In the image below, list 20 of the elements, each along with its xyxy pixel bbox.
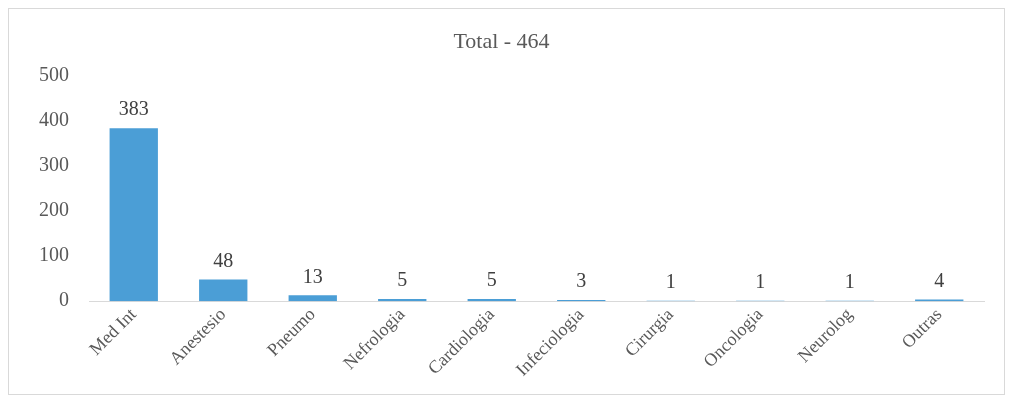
- chart-title: Total - 464: [453, 27, 550, 53]
- y-tick-label: 100: [39, 243, 69, 266]
- data-label: 5: [486, 268, 497, 291]
- y-tick-label: 0: [59, 288, 69, 311]
- data-label: 1: [665, 270, 676, 293]
- data-label: 1: [755, 270, 766, 293]
- data-label: 5: [397, 268, 408, 291]
- data-label: 13: [302, 264, 323, 287]
- bar: [109, 128, 158, 302]
- data-label: 383: [118, 97, 149, 120]
- y-tick-label: 500: [39, 62, 69, 85]
- data-label: 3: [576, 269, 587, 292]
- data-label: 4: [934, 268, 945, 291]
- data-label: 48: [213, 248, 234, 271]
- bar: [199, 279, 248, 302]
- bar: [288, 295, 337, 302]
- y-tick-label: 300: [39, 152, 69, 175]
- y-tick-label: 200: [39, 198, 69, 221]
- data-label: 1: [844, 270, 855, 293]
- y-tick-label: 400: [39, 107, 69, 130]
